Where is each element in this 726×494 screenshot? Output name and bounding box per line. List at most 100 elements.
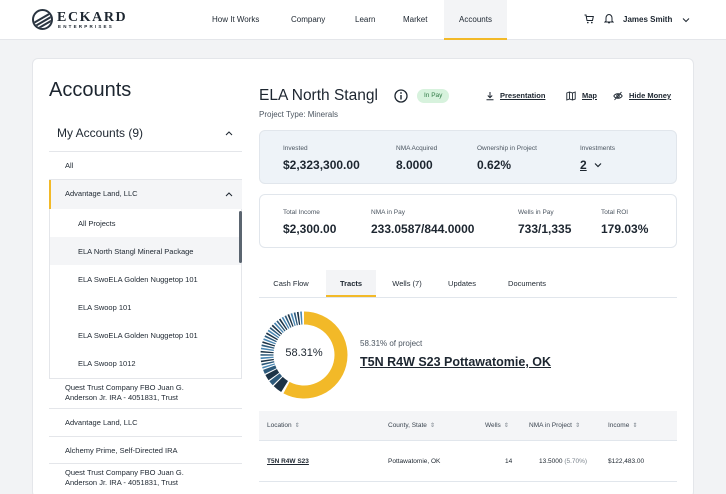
sublist-scrollbar[interactable] <box>239 211 242 263</box>
project-item[interactable]: ELA SwoELA Golden Nuggetop 101 <box>78 275 198 284</box>
project-item[interactable]: All Projects <box>78 219 116 228</box>
logo-mark-icon <box>32 9 53 30</box>
cell-county: Pottawatomie, OK <box>388 458 441 465</box>
eye-off-icon[interactable] <box>613 91 623 101</box>
project-item[interactable]: ELA Swoop 101 <box>78 303 132 312</box>
nav-accounts[interactable]: Accounts <box>444 0 507 40</box>
divider <box>49 436 242 437</box>
th-county[interactable]: County, State ⇕ <box>388 422 435 429</box>
top-nav: ECKARD ENTERPRISES How It Works Company … <box>0 0 726 40</box>
sort-icon[interactable]: ⇕ <box>503 423 509 429</box>
tab-updates[interactable]: Updates <box>448 279 476 288</box>
donut-segment-other <box>265 332 278 341</box>
map-link[interactable]: Map <box>582 91 597 100</box>
stat-invested: $2,323,300.00 <box>283 158 360 172</box>
cell-nma: 13.5000 (5.70%) <box>539 458 588 465</box>
hide-money-link[interactable]: Hide Money <box>629 91 672 100</box>
tab-cash-flow[interactable]: Cash Flow <box>273 279 309 288</box>
account-label: Advantage Land, LLC <box>65 189 138 198</box>
account-item[interactable]: Quest Trust Company FBO Juan G. Anderson … <box>65 468 184 487</box>
chevron-down-icon[interactable] <box>682 16 690 24</box>
stat-label: Invested <box>283 145 308 152</box>
donut-segment-other <box>278 318 288 331</box>
investment-stats: Invested $2,323,300.00 NMA Acquired 8.00… <box>259 130 677 184</box>
th-location[interactable]: Location ⇕ <box>267 422 300 429</box>
stat-label: Total ROI <box>601 209 629 216</box>
account-item[interactable]: Alchemy Prime, Self-Directed IRA <box>65 446 178 455</box>
sort-icon[interactable]: ⇕ <box>632 423 638 429</box>
account-advantage-land-selected[interactable]: Advantage Land, LLC <box>49 180 242 209</box>
project-item-selected[interactable]: ELA North Stangl Mineral Package <box>78 247 194 256</box>
account-item[interactable]: Advantage Land, LLC <box>65 418 138 427</box>
chevron-up-icon[interactable] <box>225 130 233 136</box>
donut-segment-other <box>263 365 277 374</box>
chevron-down-icon[interactable] <box>594 162 602 168</box>
donut-segment-other <box>287 314 294 327</box>
th-wells[interactable]: Wells ⇕ <box>485 422 509 429</box>
project-sublist: All Projects ELA North Stangl Mineral Pa… <box>49 209 242 379</box>
cart-icon[interactable] <box>584 14 594 24</box>
percent-of-project: 58.31% of project <box>360 339 423 348</box>
donut-segment-ownership <box>283 311 348 399</box>
tab-tracts[interactable]: Tracts <box>326 270 376 297</box>
tab-documents[interactable]: Documents <box>508 279 546 288</box>
map-icon[interactable] <box>566 91 576 101</box>
project-item[interactable]: ELA Swoop 1012 <box>78 359 136 368</box>
eckard-logo[interactable]: ECKARD ENTERPRISES <box>32 9 132 31</box>
sort-icon[interactable]: ⇕ <box>294 423 300 429</box>
user-name[interactable]: James Smith <box>623 15 673 24</box>
nav-learn[interactable]: Learn <box>355 15 376 24</box>
th-income[interactable]: Income ⇕ <box>608 422 638 429</box>
th-nma[interactable]: NMA in Project ⇕ <box>529 422 581 429</box>
tract-link[interactable]: T5N R4W S23 Pottawatomie, OK <box>360 355 552 369</box>
stat-label: NMA Acquired <box>396 145 438 152</box>
tracts-table-header: Location ⇕ County, State ⇕ Wells ⇕ NMA in P… <box>259 411 677 441</box>
download-icon[interactable] <box>485 91 495 101</box>
stat-label: Wells in Pay <box>518 209 554 216</box>
my-accounts-toggle[interactable]: My Accounts (9) <box>57 126 144 140</box>
stat-label: Total Income <box>283 209 320 216</box>
donut-segment-other <box>269 327 281 337</box>
detail-tabs: Cash Flow Tracts Wells (7) Updates Docum… <box>259 270 677 298</box>
donut-segment-other <box>273 376 289 393</box>
cell-location[interactable]: T5N R4W S23 <box>267 458 309 465</box>
page-title: Accounts <box>49 79 132 101</box>
info-icon[interactable] <box>394 89 408 103</box>
stat-label: NMA in Pay <box>371 209 405 216</box>
donut-segment-other <box>263 338 276 345</box>
divider <box>49 408 242 409</box>
divider <box>49 463 242 464</box>
investments-dropdown[interactable]: 2 <box>580 158 587 172</box>
nav-market[interactable]: Market <box>403 15 428 24</box>
stat-label: Ownership in Project <box>477 145 537 152</box>
divider <box>49 179 242 180</box>
income-stats: Total Income $2,300.00 NMA in Pay 233.05… <box>259 194 677 248</box>
sort-icon[interactable]: ⇕ <box>575 423 581 429</box>
account-item[interactable]: Quest Trust Company FBO Juan G. Anderson … <box>65 383 184 402</box>
bell-icon[interactable] <box>604 13 614 24</box>
presentation-link[interactable]: Presentation <box>500 91 546 100</box>
deal-title: ELA North Stangl <box>259 87 378 104</box>
divider <box>49 151 242 152</box>
donut-segment-other <box>269 373 283 386</box>
sort-icon[interactable]: ⇕ <box>429 423 435 429</box>
donut-segment-other <box>271 324 283 335</box>
cell-income: $122,483.00 <box>608 458 645 465</box>
tab-wells[interactable]: Wells (7) <box>392 279 422 288</box>
donut-segment-other <box>265 368 280 381</box>
donut-segment-other <box>264 335 277 343</box>
account-all[interactable]: All <box>65 161 74 170</box>
stat-nma-in-pay: 233.0587/844.0000 <box>371 222 475 236</box>
project-selected-bg <box>50 237 241 265</box>
nav-company[interactable]: Company <box>291 15 326 24</box>
stat-wells-in-pay: 733/1,335 <box>518 222 572 236</box>
cell-wells: 14 <box>505 458 513 465</box>
nav-how-it-works[interactable]: How It Works <box>212 15 260 24</box>
chevron-up-icon[interactable] <box>225 191 233 197</box>
ownership-donut-chart <box>260 311 348 399</box>
stat-total-roi: 179.03% <box>601 222 649 236</box>
donut-segment-other <box>273 322 284 334</box>
table-row: T5N R4W S23 Pottawatomie, OK 14 13.5000 … <box>259 442 677 482</box>
project-item[interactable]: ELA SwoELA Golden Nuggetop 101 <box>78 331 198 340</box>
stat-label: Investments <box>580 145 616 152</box>
